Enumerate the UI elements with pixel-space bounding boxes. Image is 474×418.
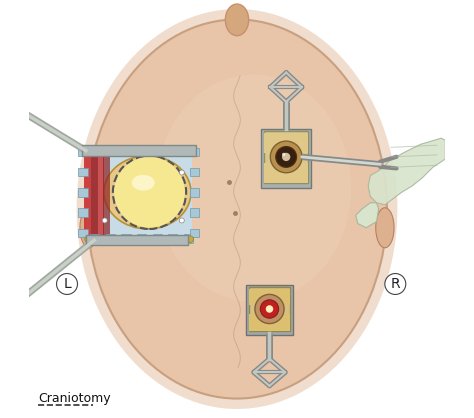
Bar <box>153 146 162 155</box>
Bar <box>264 163 308 183</box>
Bar <box>86 148 192 241</box>
Bar <box>121 234 130 243</box>
Circle shape <box>276 146 297 167</box>
Circle shape <box>282 153 285 156</box>
Bar <box>91 152 98 237</box>
Bar <box>79 188 88 196</box>
Bar <box>84 152 91 237</box>
Circle shape <box>85 236 91 242</box>
Bar <box>79 168 88 176</box>
Text: L: L <box>63 277 71 291</box>
Bar <box>90 234 100 243</box>
Bar <box>103 152 110 237</box>
Circle shape <box>179 218 184 223</box>
Circle shape <box>114 157 185 228</box>
Bar <box>249 289 291 306</box>
Bar <box>106 146 115 155</box>
Bar <box>79 209 88 217</box>
Bar <box>82 145 196 156</box>
Ellipse shape <box>80 208 98 248</box>
Bar <box>264 133 308 153</box>
Text: Craniotomy: Craniotomy <box>38 393 110 405</box>
Bar <box>86 235 188 245</box>
Bar <box>137 234 146 243</box>
Bar <box>264 131 308 183</box>
Ellipse shape <box>104 156 191 229</box>
Ellipse shape <box>132 175 155 191</box>
Bar <box>106 234 115 243</box>
Ellipse shape <box>376 208 394 248</box>
Bar <box>190 168 199 176</box>
Bar <box>184 146 193 155</box>
Bar <box>184 234 193 243</box>
Ellipse shape <box>77 9 397 409</box>
Circle shape <box>266 305 273 313</box>
Circle shape <box>255 294 284 324</box>
Bar <box>79 229 88 237</box>
Ellipse shape <box>156 74 351 302</box>
Circle shape <box>187 146 193 153</box>
Bar <box>190 209 199 217</box>
Bar <box>249 287 291 331</box>
Bar <box>168 146 177 155</box>
Bar <box>249 314 291 331</box>
Bar <box>190 229 199 237</box>
Bar <box>79 148 88 156</box>
Bar <box>98 152 104 237</box>
Circle shape <box>102 218 107 223</box>
Circle shape <box>85 146 91 153</box>
Bar <box>168 234 177 243</box>
Circle shape <box>270 141 302 173</box>
Circle shape <box>260 300 279 318</box>
Bar <box>261 129 311 188</box>
Bar <box>137 146 146 155</box>
Text: R: R <box>391 277 400 291</box>
Polygon shape <box>368 138 445 205</box>
Ellipse shape <box>225 4 249 36</box>
Circle shape <box>187 236 193 242</box>
Bar <box>190 148 199 156</box>
Polygon shape <box>356 203 379 228</box>
Circle shape <box>282 153 291 161</box>
Bar <box>153 234 162 243</box>
Bar <box>90 146 100 155</box>
Bar <box>190 188 199 196</box>
Bar <box>246 285 293 335</box>
Ellipse shape <box>87 20 387 398</box>
Circle shape <box>179 170 184 175</box>
Bar <box>121 146 130 155</box>
